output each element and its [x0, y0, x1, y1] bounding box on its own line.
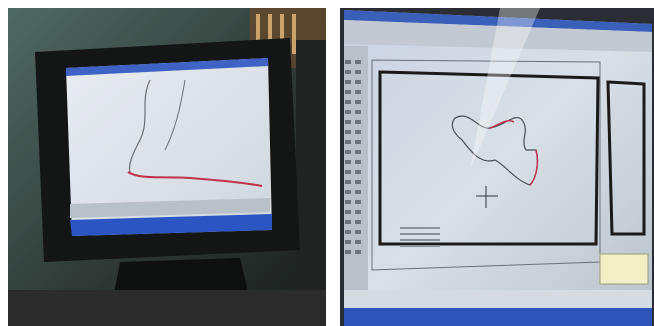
- desk: [8, 290, 326, 326]
- right-photo: [340, 8, 654, 326]
- tool-palette: [344, 46, 368, 306]
- side-monitor: [296, 40, 326, 290]
- left-photo: [8, 8, 326, 326]
- photo-pair: [0, 0, 654, 326]
- taskbar: [344, 308, 652, 326]
- command-line: [344, 290, 652, 308]
- notification: [600, 254, 648, 284]
